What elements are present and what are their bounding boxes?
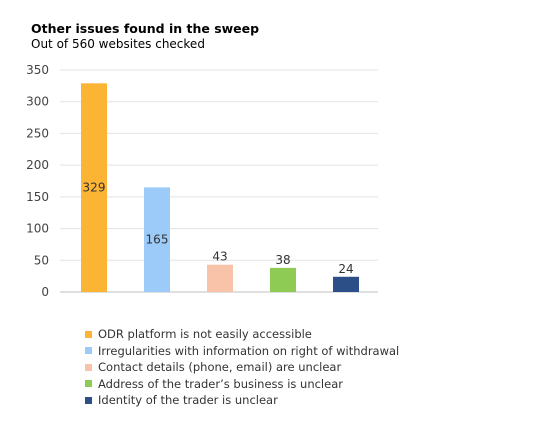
chart-title: Other issues found in the sweep [31,21,260,36]
legend-label: Identity of the trader is unclear [98,393,278,408]
legend-label: Contact details (phone, email) are uncle… [98,360,342,375]
legend-item: Irregularities with information on right… [85,343,399,360]
data-label: 38 [275,253,290,267]
legend-item: Identity of the trader is unclear [85,392,399,409]
bar [81,83,107,292]
legend-swatch [85,330,92,338]
bar [207,264,233,292]
y-tick-label: 350 [26,63,49,77]
legend-item: ODR platform is not easily accessible [85,326,399,343]
bar-chart: 0 50 100 150 200 250 300 350 329 165 43 38 24 [26,63,378,299]
legend-item: Address of the trader’s business is uncl… [85,376,399,393]
data-label: 43 [212,250,227,264]
bar [270,267,296,292]
legend-swatch [85,363,92,371]
legend-label: Irregularities with information on right… [98,343,400,358]
y-tick-label: 200 [26,158,49,172]
legend-label: ODR platform is not easily accessible [98,327,312,342]
y-tick-label: 300 [26,95,49,109]
y-tick-label: 50 [34,253,49,267]
chart-subtitle: Out of 560 websites checked [31,37,205,51]
legend-swatch [85,347,92,355]
legend-label: Address of the trader’s business is uncl… [98,376,343,391]
data-label: 329 [83,181,106,195]
chart-legend: ODR platform is not easily accessible Irr… [85,326,399,409]
y-tick-label: 0 [41,285,49,299]
bar [144,187,170,292]
data-label: 24 [338,262,353,276]
legend-swatch [85,396,92,404]
data-label: 165 [146,233,169,247]
bar [333,276,359,292]
legend-item: Contact details (phone, email) are uncle… [85,359,399,376]
legend-swatch [85,380,92,388]
y-tick-label: 150 [26,190,49,204]
y-tick-label: 100 [26,222,49,236]
y-tick-label: 250 [26,126,49,140]
